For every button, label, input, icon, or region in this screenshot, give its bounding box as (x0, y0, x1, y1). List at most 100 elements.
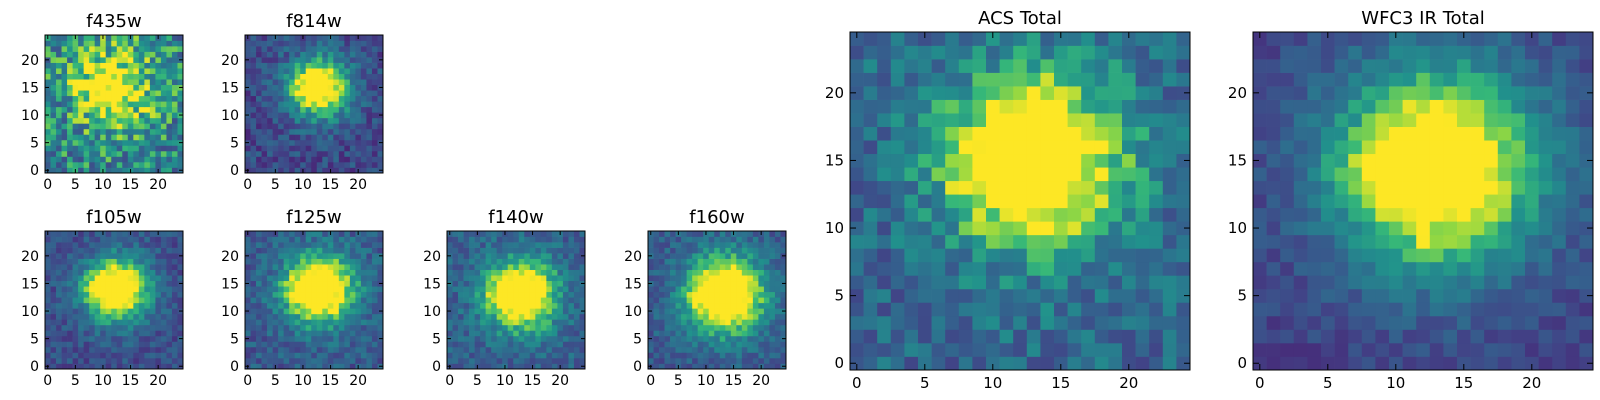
heatmap-cell (116, 275, 123, 282)
heatmap-cell (1135, 86, 1150, 100)
heatmap-cell (1122, 180, 1136, 195)
heatmap-cell (730, 313, 737, 320)
heatmap-cell (305, 145, 312, 152)
heatmap-cell (491, 335, 498, 342)
heatmap-cell (736, 297, 743, 304)
heatmap-cell (366, 51, 373, 58)
heatmap-cell (94, 291, 101, 298)
heatmap-cell (986, 140, 1000, 155)
heatmap-cell (333, 335, 340, 342)
heatmap-cell (133, 258, 140, 265)
heatmap-cell (562, 264, 569, 270)
heatmap-cell (300, 330, 307, 337)
x-tick-label: 5 (71, 373, 80, 389)
heatmap-cell (355, 145, 362, 152)
y-tick-label: 10 (423, 304, 441, 320)
heatmap-cell (686, 330, 693, 337)
heatmap-cell (360, 286, 367, 293)
heatmap-cell (105, 341, 112, 348)
heatmap-cell (100, 253, 107, 259)
heatmap-cell (294, 112, 301, 119)
heatmap-cell (171, 330, 178, 337)
heatmap-cell (670, 231, 676, 237)
heatmap-cell (371, 291, 378, 298)
heatmap-cell (177, 145, 184, 152)
heatmap-cell (171, 302, 178, 309)
heatmap-cell (327, 68, 334, 74)
heatmap-cell (1094, 221, 1109, 236)
heatmap-cell (863, 99, 878, 114)
heatmap-cell (333, 112, 340, 119)
heatmap-cell (480, 280, 486, 287)
heatmap-cell (56, 341, 62, 348)
heatmap-cell (863, 153, 878, 168)
heatmap-cell (371, 95, 378, 102)
heatmap-cell (160, 302, 167, 309)
heatmap-cell (664, 352, 671, 359)
heatmap-cell (540, 302, 547, 309)
heatmap-cell (56, 128, 62, 135)
heatmap-cell (452, 330, 459, 337)
heatmap-cell (56, 286, 62, 293)
axes-frame (44, 34, 184, 174)
heatmap-cell (458, 297, 464, 304)
heatmap-cell (1253, 329, 1267, 344)
heatmap-cell (105, 167, 112, 174)
heatmap-cell (267, 242, 273, 248)
heatmap-cell (300, 57, 307, 63)
heatmap-cell (648, 319, 654, 326)
heatmap-cell (551, 357, 558, 364)
heatmap-cell (177, 258, 184, 265)
heatmap-cell (333, 161, 340, 168)
heatmap-cell (333, 275, 340, 282)
heatmap-cell (904, 32, 919, 46)
heatmap-cell (579, 264, 586, 270)
heatmap-cell (714, 264, 721, 270)
heatmap-cell (138, 302, 145, 309)
heatmap-cell (311, 51, 318, 58)
heatmap-cell (261, 280, 268, 287)
heatmap-cell (305, 258, 312, 265)
heatmap-cell (524, 330, 531, 337)
heatmap-cell (763, 335, 770, 342)
heatmap-cell (502, 242, 509, 248)
heatmap-cell (1375, 302, 1390, 317)
heatmap-cell (267, 134, 273, 141)
heatmap-cell (1253, 356, 1267, 371)
heatmap-cell (999, 248, 1014, 263)
heatmap-cell (366, 286, 373, 293)
heatmap-cell (100, 156, 107, 163)
heatmap-cell (300, 150, 307, 157)
heatmap-cell (56, 236, 62, 243)
heatmap-cell (725, 319, 732, 326)
heatmap-cell (61, 123, 68, 130)
heatmap-cell (377, 330, 384, 337)
heatmap-cell (50, 62, 57, 69)
heatmap-cell (327, 156, 334, 163)
heatmap-cell (360, 280, 367, 287)
heatmap-cell (138, 308, 145, 315)
heatmap-cell (100, 319, 107, 326)
heatmap-cell (371, 106, 378, 113)
heatmap-cell (50, 90, 57, 97)
heatmap-cell (283, 101, 290, 108)
heatmap-cell (56, 150, 62, 157)
heatmap-cell (877, 32, 892, 46)
heatmap-cell (452, 242, 459, 248)
heatmap-cell (50, 308, 57, 315)
heatmap-cell (133, 242, 140, 248)
heatmap-cell (138, 73, 145, 80)
heatmap-cell (1293, 153, 1308, 168)
heatmap-cell (360, 313, 367, 320)
heatmap-cell (261, 68, 268, 74)
heatmap-cell (1552, 207, 1567, 222)
heatmap-cell (904, 329, 919, 344)
heatmap-cell (94, 335, 101, 342)
heatmap-cell (904, 126, 919, 141)
heatmap-cell (752, 330, 759, 337)
heatmap-cell (133, 313, 140, 320)
heatmap-cell (877, 167, 892, 182)
heatmap-cell (322, 363, 329, 370)
heatmap-cell (67, 242, 73, 248)
heatmap-cell (89, 352, 96, 359)
